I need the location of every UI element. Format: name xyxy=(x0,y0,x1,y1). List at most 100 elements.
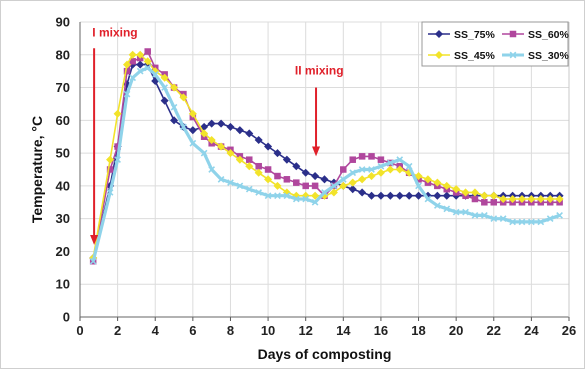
data-point[interactable] xyxy=(89,257,97,265)
data-point[interactable] xyxy=(188,109,197,118)
data-point[interactable] xyxy=(311,191,320,200)
data-point[interactable] xyxy=(123,90,131,98)
data-point[interactable] xyxy=(433,191,442,200)
data-point[interactable] xyxy=(179,93,188,102)
data-point[interactable] xyxy=(471,195,479,203)
data-point[interactable] xyxy=(471,212,479,219)
data-point[interactable] xyxy=(358,166,366,173)
data-point[interactable] xyxy=(235,155,244,164)
data-point[interactable] xyxy=(160,96,169,105)
data-point[interactable] xyxy=(136,67,144,75)
data-point[interactable] xyxy=(311,172,320,181)
data-point[interactable] xyxy=(414,172,423,181)
data-point[interactable] xyxy=(292,162,301,171)
data-point[interactable] xyxy=(442,191,451,200)
data-point[interactable] xyxy=(208,166,216,173)
data-point[interactable] xyxy=(264,192,272,200)
data-point[interactable] xyxy=(434,50,444,60)
data-point[interactable] xyxy=(367,191,376,200)
data-point[interactable] xyxy=(329,188,338,197)
data-point[interactable] xyxy=(358,175,367,184)
data-point[interactable] xyxy=(188,126,197,135)
data-point[interactable] xyxy=(302,182,309,190)
data-point[interactable] xyxy=(386,159,394,167)
data-point[interactable] xyxy=(170,83,179,92)
data-point[interactable] xyxy=(433,202,441,209)
data-point[interactable] xyxy=(442,181,451,190)
data-point[interactable] xyxy=(396,156,404,164)
data-point[interactable] xyxy=(508,194,517,204)
data-point[interactable] xyxy=(368,153,375,160)
data-point[interactable] xyxy=(434,29,444,39)
data-point[interactable] xyxy=(236,182,244,190)
data-point[interactable] xyxy=(405,191,414,200)
data-point[interactable] xyxy=(320,175,329,184)
data-point[interactable] xyxy=(414,191,423,200)
data-point[interactable] xyxy=(546,194,555,204)
data-point[interactable] xyxy=(283,192,291,200)
data-point[interactable] xyxy=(200,129,209,138)
data-point[interactable] xyxy=(217,142,226,151)
data-point[interactable] xyxy=(367,172,376,181)
data-point[interactable] xyxy=(274,192,281,200)
data-point[interactable] xyxy=(235,126,244,135)
data-point[interactable] xyxy=(321,189,328,196)
data-point[interactable] xyxy=(274,172,281,180)
data-point[interactable] xyxy=(386,191,395,200)
data-point[interactable] xyxy=(480,191,489,200)
data-point[interactable] xyxy=(348,185,357,194)
data-point[interactable] xyxy=(339,181,348,190)
data-point[interactable] xyxy=(358,153,366,160)
data-point[interactable] xyxy=(386,165,395,174)
data-point[interactable] xyxy=(443,205,451,213)
data-point[interactable] xyxy=(292,195,300,203)
data-point[interactable] xyxy=(254,135,263,145)
data-point[interactable] xyxy=(255,162,262,170)
data-point[interactable] xyxy=(114,156,121,164)
data-point[interactable] xyxy=(517,194,527,204)
data-point[interactable] xyxy=(207,119,216,128)
data-point[interactable] xyxy=(255,189,263,196)
data-point[interactable] xyxy=(144,64,152,72)
data-point[interactable] xyxy=(311,198,319,206)
data-point[interactable] xyxy=(490,215,498,223)
data-point[interactable] xyxy=(452,208,460,216)
data-point[interactable] xyxy=(226,122,235,131)
data-point[interactable] xyxy=(106,155,115,164)
data-point[interactable] xyxy=(217,119,226,128)
data-point[interactable] xyxy=(490,199,498,206)
data-point[interactable] xyxy=(143,57,152,66)
data-point[interactable] xyxy=(207,135,216,145)
data-point[interactable] xyxy=(136,50,145,59)
data-point[interactable] xyxy=(546,215,554,223)
data-point[interactable] xyxy=(376,168,385,177)
data-point[interactable] xyxy=(376,191,385,200)
data-point[interactable] xyxy=(339,175,347,183)
data-point[interactable] xyxy=(170,103,178,111)
data-point[interactable] xyxy=(527,194,536,204)
data-point[interactable] xyxy=(113,109,122,118)
data-point[interactable] xyxy=(245,129,254,138)
data-point[interactable] xyxy=(161,84,169,91)
data-point[interactable] xyxy=(264,175,273,184)
data-point[interactable] xyxy=(489,191,498,200)
data-point[interactable] xyxy=(330,182,338,190)
data-point[interactable] xyxy=(136,60,145,69)
data-point[interactable] xyxy=(395,165,404,174)
data-point[interactable] xyxy=(509,51,517,59)
data-point[interactable] xyxy=(377,162,385,170)
data-point[interactable] xyxy=(264,142,273,151)
data-point[interactable] xyxy=(555,194,564,204)
data-point[interactable] xyxy=(377,156,385,163)
data-point[interactable] xyxy=(264,166,272,173)
data-point[interactable] xyxy=(368,166,375,173)
data-point[interactable] xyxy=(273,149,282,158)
data-point[interactable] xyxy=(106,166,114,173)
data-point[interactable] xyxy=(180,123,187,131)
data-point[interactable] xyxy=(556,212,563,219)
data-point[interactable] xyxy=(349,169,357,177)
data-point[interactable] xyxy=(282,155,291,164)
data-point[interactable] xyxy=(122,60,132,69)
data-point[interactable] xyxy=(424,195,432,203)
data-point[interactable] xyxy=(302,195,310,203)
